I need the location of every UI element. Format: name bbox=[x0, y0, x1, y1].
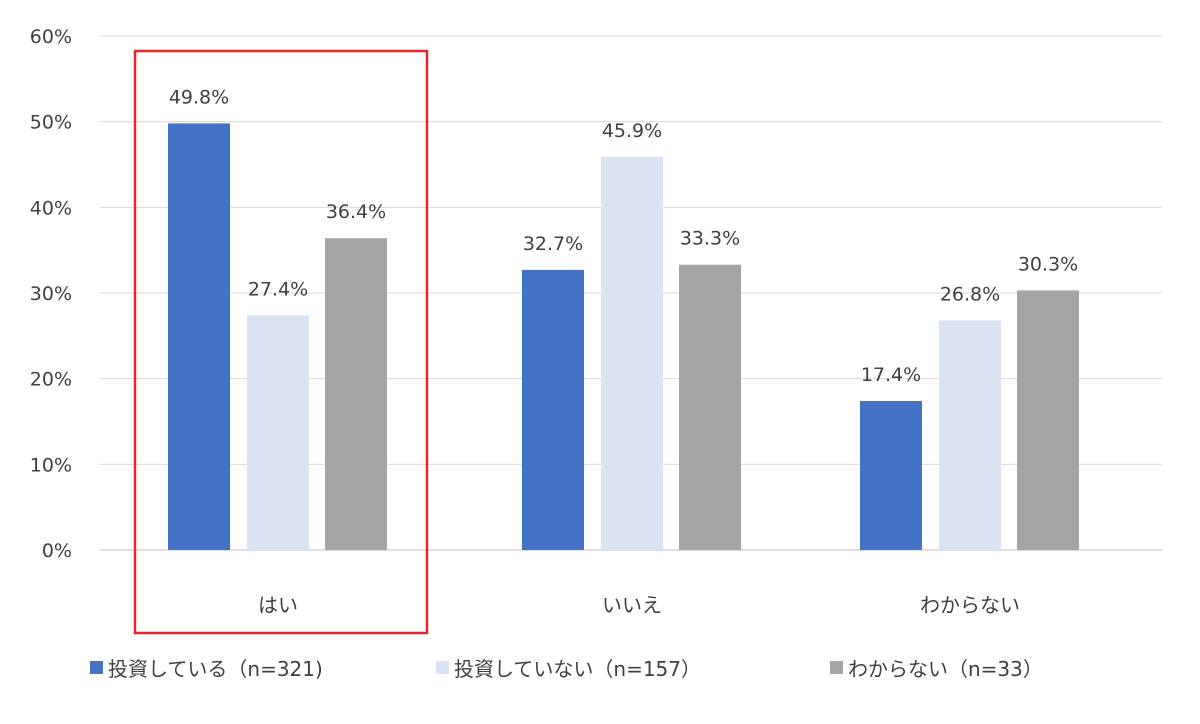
data-label: 26.8% bbox=[940, 283, 1000, 305]
y-tick-label: 50% bbox=[30, 112, 72, 134]
x-tick-label: いいえ bbox=[602, 593, 662, 617]
data-label: 32.7% bbox=[523, 233, 583, 255]
data-label: 49.8% bbox=[169, 86, 229, 108]
bar bbox=[168, 123, 230, 550]
y-tick-label: 40% bbox=[30, 197, 72, 219]
legend-label: 投資していない（n=157） bbox=[454, 657, 701, 681]
y-tick-label: 20% bbox=[30, 369, 72, 391]
legend-label: わからない（n=33） bbox=[848, 657, 1043, 681]
y-tick-label: 60% bbox=[30, 26, 72, 48]
bar bbox=[247, 315, 309, 550]
data-label: 17.4% bbox=[861, 364, 921, 386]
y-tick-label: 0% bbox=[42, 540, 72, 562]
legend-swatch bbox=[436, 661, 449, 674]
legend-swatch bbox=[90, 661, 103, 674]
data-label: 36.4% bbox=[326, 201, 386, 223]
bar bbox=[522, 269, 584, 550]
x-tick-label: はい bbox=[258, 593, 298, 617]
x-tick-label: わからない bbox=[920, 593, 1020, 617]
bar bbox=[1017, 290, 1079, 550]
bar bbox=[860, 400, 922, 550]
bar bbox=[679, 264, 741, 550]
bar bbox=[939, 320, 1001, 550]
data-label: 33.3% bbox=[680, 228, 740, 250]
y-tick-label: 10% bbox=[30, 454, 72, 476]
legend-label: 投資している（n=321) bbox=[108, 657, 323, 681]
legend-swatch bbox=[830, 661, 843, 674]
data-label: 45.9% bbox=[602, 120, 662, 142]
data-label: 27.4% bbox=[248, 278, 308, 300]
bar bbox=[601, 156, 663, 551]
highlight-box bbox=[133, 49, 429, 635]
bar bbox=[325, 238, 387, 550]
y-tick-label: 30% bbox=[30, 283, 72, 305]
data-label: 30.3% bbox=[1018, 253, 1078, 275]
